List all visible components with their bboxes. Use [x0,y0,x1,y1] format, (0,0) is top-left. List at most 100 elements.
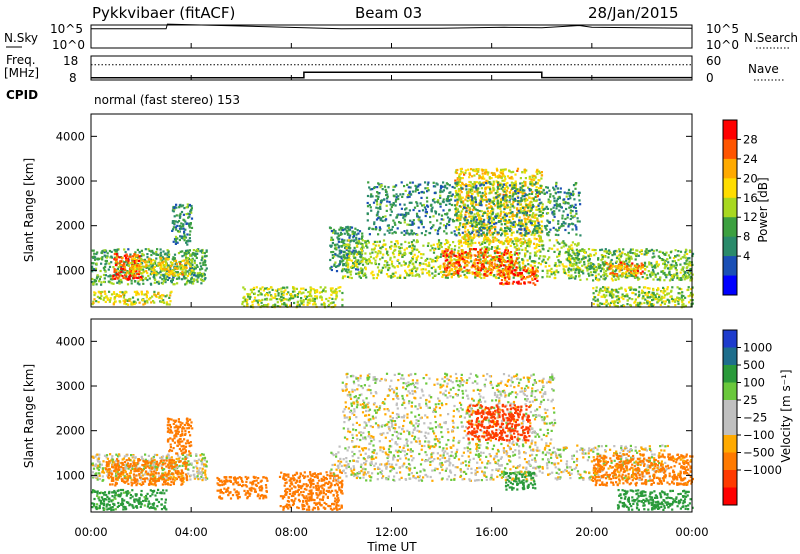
scatter-cell [181,204,185,207]
scatter-cell [459,265,462,268]
scatter-cell [119,291,122,294]
scatter-cell [376,203,379,206]
scatter-cell [103,254,106,257]
scatter-cell [293,294,296,297]
scatter-cell [410,269,414,272]
scatter-cell [172,240,175,243]
scatter-cell [446,212,449,215]
scatter-cell [133,290,136,293]
scatter-cell [491,221,494,224]
scatter-cell [302,291,305,294]
scatter-cell [651,265,654,269]
scatter-cell [346,271,349,274]
scatter-cell [341,298,344,301]
scatter-cell [349,226,352,229]
scatter-cell [512,200,515,204]
scatter-cell [643,272,646,275]
scatter-cell [315,295,319,298]
scatter-cell [361,263,365,266]
scatter-cell [139,275,142,279]
scatter-cell [535,227,539,230]
scatter-cell [349,240,352,243]
scatter-cell [506,271,510,274]
scatter-cell [99,275,102,278]
scatter-cell [390,240,393,244]
scatter-cell [320,303,323,306]
scatter-cell [164,268,167,271]
scatter-cell [283,302,286,305]
scatter-cell [106,252,109,255]
scatter-cell [475,234,479,237]
scatter-cell [284,298,287,301]
scatter-cell [495,238,498,241]
scatter-cell [459,217,462,221]
scatter-cell [177,252,181,255]
scatter-cell [547,198,550,201]
scatter-cell [512,187,515,190]
scatter-cell [164,257,167,260]
scatter-cell [436,183,439,186]
scatter-cell [480,220,484,223]
scatter-cell [508,229,512,233]
scatter-cell [291,295,294,298]
scatter-cell [404,276,407,279]
scatter-cell [330,301,334,304]
scatter-cell [439,266,442,269]
scatter-cell [274,289,277,292]
scatter-cell [534,270,537,273]
scatter-cell [350,226,354,229]
scatter-cell [464,235,467,238]
scatter-cell [462,253,465,256]
scatter-cell [429,204,432,207]
scatter-cell [519,200,522,203]
scatter-cell [514,238,517,241]
scatter-cell [553,264,556,267]
scatter-cell [442,224,446,227]
scatter-cell [548,264,551,267]
scatter-cell [164,281,167,284]
scatter-cell [500,217,503,220]
scatter-cell [161,269,164,272]
scatter-cell [511,225,515,228]
scatter-cell [567,223,570,226]
scatter-cell [377,263,381,266]
scatter-cell [362,258,365,261]
scatter-cell [421,190,424,194]
scatter-cell [527,220,530,223]
scatter-cell [118,279,121,282]
scatter-cell [483,273,486,276]
scatter-cell [341,240,344,243]
scatter-cell [91,265,94,268]
scatter-cell [488,192,491,195]
scatter-cell [164,295,167,298]
scatter-cell [178,227,182,230]
scatter-cell [538,210,541,213]
scatter-cell [441,275,444,278]
scatter-cell [181,270,184,273]
scatter-cell [529,204,532,207]
scatter-cell [541,191,544,194]
scatter-cell [126,257,130,260]
scatter-cell [535,181,538,184]
scatter-cell [477,255,480,258]
scatter-cell [446,200,449,203]
scatter-cell [499,228,502,231]
scatter-cell [577,271,580,274]
scatter-cell [482,256,485,259]
scatter-cell [488,212,491,215]
scatter-cell [346,256,349,260]
scatter-cell [512,170,515,173]
scatter-cell [500,234,503,237]
scatter-cell [447,199,450,202]
scatter-cell [514,182,517,185]
scatter-cell [346,231,349,234]
scatter-cell [488,231,491,234]
scatter-cell [453,254,456,257]
scatter-cell [477,170,480,173]
scatter-cell [437,199,440,202]
scatter-cell [138,257,141,260]
scatter-cell [416,188,419,191]
scatter-cell [478,226,481,230]
scatter-cell [345,248,348,251]
scatter-cell [135,291,138,295]
